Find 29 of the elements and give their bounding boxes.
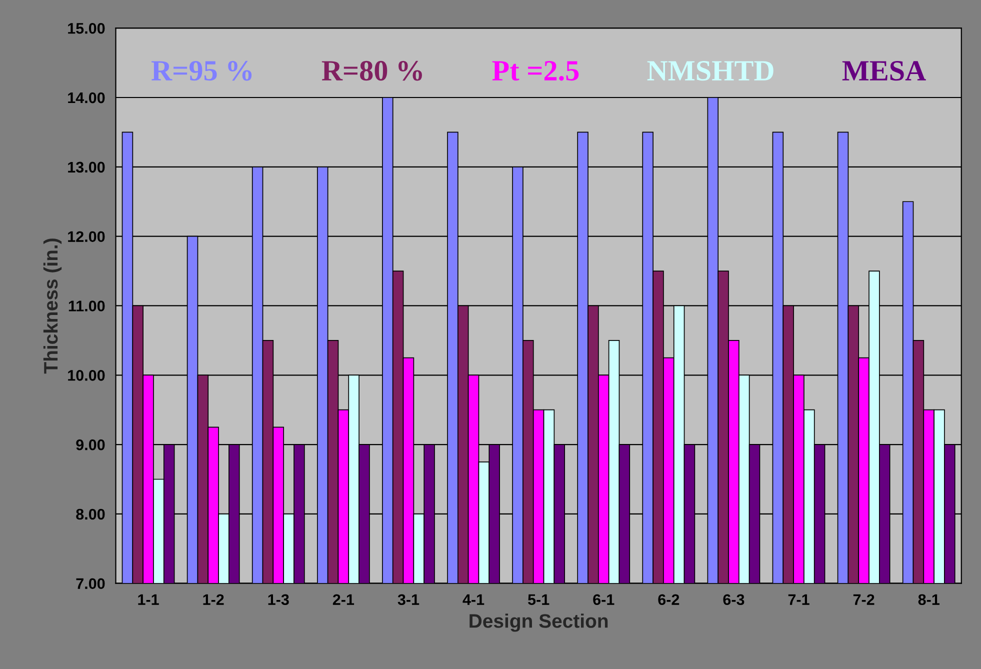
x-tick-label: 7-2 [853,594,874,605]
y-tick-label: 14.00 [68,92,105,104]
y-tick-label: 15.00 [68,22,105,34]
x-tick-label: 7-1 [788,594,810,605]
y-tick-label: 9.00 [76,439,105,450]
x-tick-label: 1-2 [203,594,224,605]
y-tick-label: 12.00 [68,231,105,242]
x-tick-label: 8-1 [918,594,940,606]
text: R=80 % [322,60,422,81]
y-tick-label: 11.00 [68,300,105,312]
x-tick-label: 2-1 [332,594,354,605]
text: Pt =2.5 [492,61,579,81]
y-tick-label: 13.00 [68,162,105,173]
x-tick-label: 6-3 [723,594,744,606]
y-tick-label: 8.00 [76,508,105,520]
x-tick-label: 6-2 [658,594,680,606]
x-tick-label: 6-1 [593,594,614,606]
x-tick-label: 3-1 [398,594,420,606]
y-axis-title: Thickness (in.) [43,238,62,374]
x-tick-label: 5-1 [528,594,550,606]
x-tick-label: 1-3 [268,594,289,606]
x-tick-label: 1-1 [138,594,159,605]
x-axis-title: Design Section [470,614,608,632]
y-tick-label: 10.00 [68,370,105,381]
text: NMSHTD [647,61,774,81]
text: MESA [842,61,926,81]
y-tick-label: 7.00 [76,578,105,590]
x-tick-label: 4-1 [462,594,484,605]
series-label: R=95 % [152,60,252,81]
